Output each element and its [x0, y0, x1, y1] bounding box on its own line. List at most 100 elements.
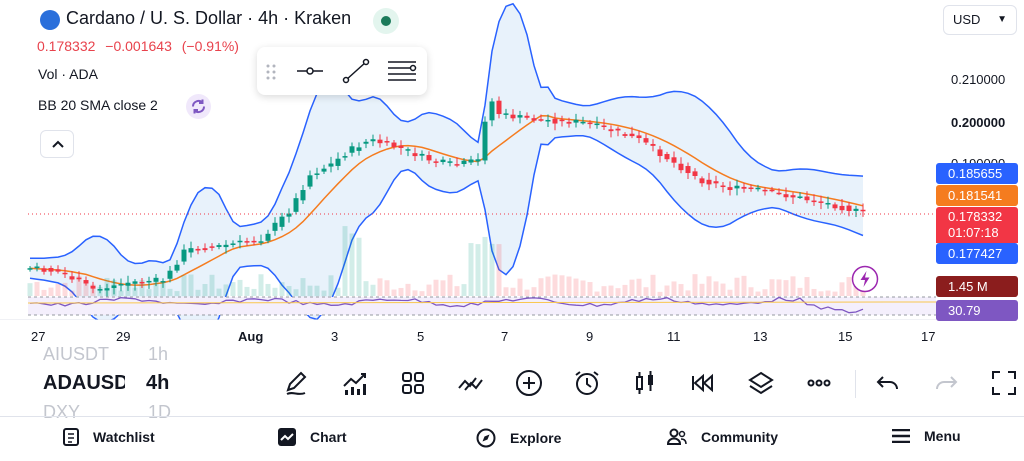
- layers-icon[interactable]: [746, 368, 776, 398]
- candle-body: [496, 100, 502, 115]
- fib-retracement-tool-icon[interactable]: [385, 57, 419, 85]
- nav-chart[interactable]: Chart: [278, 428, 347, 446]
- candle-body: [293, 198, 299, 212]
- candle-body: [587, 122, 593, 125]
- candle-body: [671, 157, 677, 163]
- drawing-toolbar: [257, 47, 427, 95]
- replay-icon[interactable]: [688, 368, 718, 398]
- volume-bar: [545, 276, 551, 296]
- fullscreen-icon[interactable]: [989, 368, 1019, 398]
- price-change: −0.001643: [105, 38, 172, 54]
- alarm-clock-icon[interactable]: [572, 368, 602, 398]
- volume-bar: [811, 288, 817, 296]
- layout-grid-icon[interactable]: [398, 368, 428, 398]
- nav-label: Watchlist: [93, 429, 155, 445]
- drag-handle-icon[interactable]: [265, 63, 277, 81]
- rsi-tag: 30.79: [936, 300, 1018, 321]
- candle-body: [832, 204, 838, 209]
- volume-bar: [531, 287, 537, 296]
- nav-menu[interactable]: Menu: [892, 428, 961, 444]
- volume-bar: [482, 236, 488, 296]
- symbol-title[interactable]: Cardano / U. S. Dollar · 4h · Kraken: [66, 8, 352, 28]
- volume-bar: [454, 286, 460, 296]
- watchlist-item-active[interactable]: ADAUSD 4h: [43, 372, 169, 395]
- candle-body: [209, 246, 215, 248]
- market-status-icon[interactable]: [373, 8, 399, 34]
- candle-body: [853, 208, 859, 211]
- volume-bar: [342, 226, 348, 296]
- candle-body: [594, 123, 600, 126]
- bb-basis-line: [29, 115, 864, 286]
- candle-body: [216, 245, 222, 247]
- volume-bar: [706, 276, 712, 296]
- volume-bar: [419, 291, 425, 296]
- candle-body: [524, 115, 530, 118]
- price-chart[interactable]: [0, 0, 936, 320]
- candle-body: [797, 196, 803, 198]
- nav-watchlist[interactable]: Watchlist: [63, 428, 155, 446]
- volume-bar: [300, 278, 306, 296]
- watchlist-scroller[interactable]: AIUSDT 1h ADAUSD 4h DXY 1D: [0, 342, 250, 420]
- volume-bar: [825, 290, 831, 296]
- volume-bar: [755, 291, 761, 296]
- candle-body: [55, 269, 61, 272]
- volume-bar: [174, 291, 180, 296]
- compare-icon[interactable]: [456, 368, 486, 398]
- volume-bar: [69, 290, 75, 296]
- candle-body: [258, 241, 264, 243]
- watchlist-item[interactable]: DXY 1D: [43, 402, 171, 420]
- indicators-icon[interactable]: [340, 368, 370, 398]
- volume-bar: [489, 243, 495, 296]
- volume-bar: [636, 278, 642, 296]
- lightning-icon[interactable]: [851, 265, 879, 293]
- volume-bar: [405, 283, 411, 296]
- horizontal-line-tool-icon[interactable]: [295, 61, 325, 81]
- nav-explore[interactable]: Explore: [476, 428, 561, 448]
- volume-bar: [762, 289, 768, 296]
- currency-select[interactable]: USD ▼: [943, 5, 1017, 35]
- compass-icon: [476, 428, 496, 448]
- undo-icon[interactable]: [873, 368, 903, 398]
- time-axis-label: 27: [31, 329, 46, 344]
- candle-body: [230, 243, 236, 245]
- volume-bar: [741, 275, 747, 296]
- candle-body: [307, 175, 313, 187]
- watchlist-symbol: DXY: [43, 402, 81, 420]
- volume-bar: [566, 276, 572, 296]
- more-icon[interactable]: [804, 368, 834, 398]
- add-icon[interactable]: [514, 368, 544, 398]
- candle-body: [90, 285, 96, 289]
- candle-body: [244, 241, 250, 243]
- candle-body: [160, 281, 166, 283]
- volume-indicator-label[interactable]: Vol · ADA: [38, 66, 98, 82]
- trend-line-tool-icon[interactable]: [341, 57, 371, 85]
- redo-icon[interactable]: [931, 368, 961, 398]
- watchlist-item[interactable]: AIUSDT 1h: [43, 344, 168, 365]
- volume-bar: [839, 282, 845, 296]
- candle-body: [419, 153, 425, 156]
- nav-community[interactable]: Community: [667, 428, 778, 446]
- volume-bar: [433, 279, 439, 296]
- candle-body: [860, 209, 866, 212]
- time-axis-label: 17: [921, 329, 936, 344]
- candle-body: [391, 142, 397, 148]
- drawing-tools-icon[interactable]: [282, 368, 312, 398]
- collapse-legend-button[interactable]: [40, 130, 74, 158]
- candle-body: [76, 277, 82, 280]
- volume-bar: [412, 290, 418, 296]
- volume-bar: [475, 244, 481, 296]
- volume-bar: [573, 278, 579, 296]
- bollinger-indicator-label[interactable]: BB 20 SMA close 2: [38, 97, 158, 113]
- volume-bar: [601, 286, 607, 296]
- volume-bar: [846, 277, 852, 296]
- volume-bar: [398, 287, 404, 296]
- candle-body: [650, 143, 656, 146]
- candle-body: [517, 115, 523, 118]
- candle-body: [762, 189, 768, 192]
- candle-body: [664, 153, 670, 160]
- candle-body: [440, 159, 446, 163]
- candle-body: [811, 200, 817, 203]
- candle-body: [279, 216, 285, 227]
- candles-icon[interactable]: [630, 368, 660, 398]
- price-change-percent: (−0.91%): [181, 38, 239, 54]
